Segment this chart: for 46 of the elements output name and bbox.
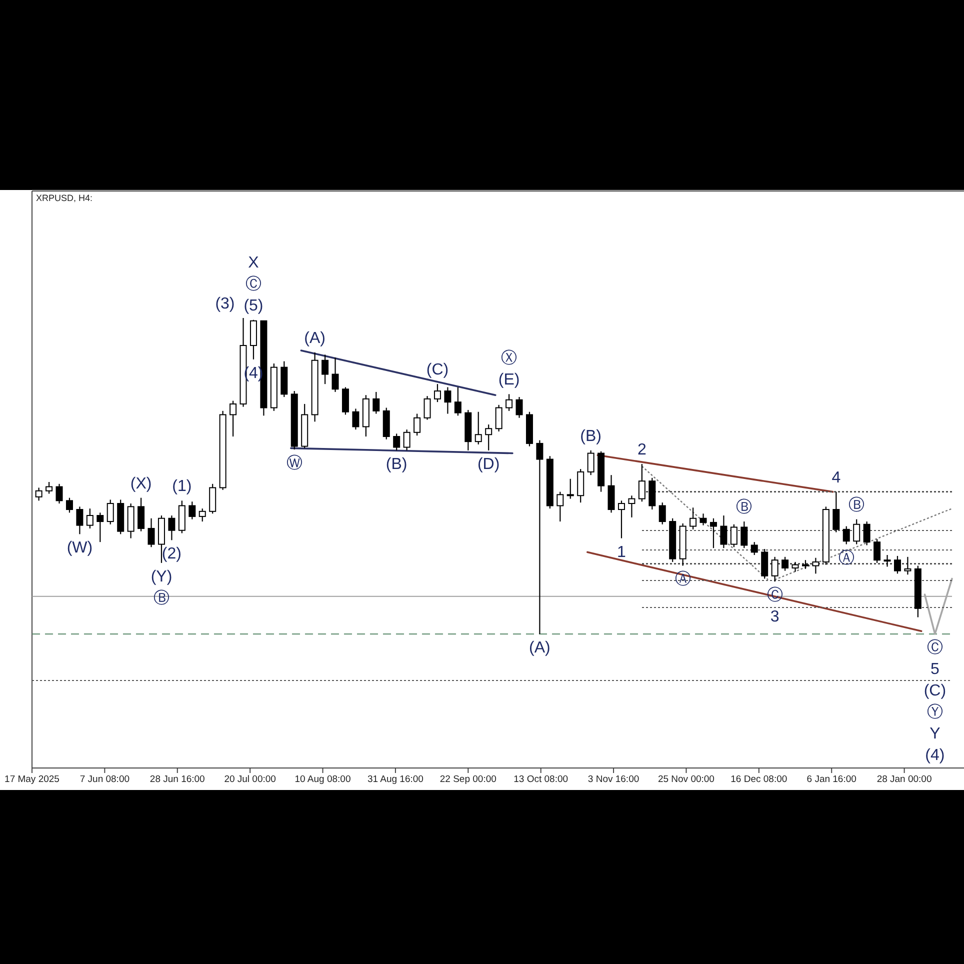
annotation: (C) <box>426 362 449 379</box>
text: Ⓨ <box>926 703 943 721</box>
annotation: (A) <box>304 330 326 347</box>
annotation: (B) <box>580 428 602 445</box>
annotation: 4 <box>832 469 841 486</box>
text: (4) <box>925 747 945 764</box>
x-tick-label: 10 Aug 08:00 <box>294 774 351 785</box>
x-tick-label: 28 Jan 00:00 <box>876 774 932 785</box>
annotation: 1 <box>617 544 626 561</box>
x-tick-label: 13 Oct 08:00 <box>514 774 568 785</box>
x-tick-label: 22 Sep 00:00 <box>440 774 496 785</box>
x-tick-label: 25 Nov 00:00 <box>658 774 714 785</box>
x-tick-label: 16 Dec 08:00 <box>730 774 788 785</box>
annotation: (B) <box>386 456 408 473</box>
annotation: (Y) <box>150 568 172 586</box>
annotation: Ⓑ <box>153 588 170 607</box>
text: Y <box>930 726 941 742</box>
x-tick-label: 28 Jun 16:00 <box>150 774 205 785</box>
annotation: (E) <box>498 372 520 389</box>
annotation: Ⓧ <box>501 349 518 368</box>
annotation: Ⓒ <box>926 638 943 656</box>
annotation: (X) <box>130 475 152 492</box>
x-tick-label: 6 Jan 16:00 <box>806 774 856 785</box>
x-tick-label: 17 May 2025 <box>4 774 60 785</box>
annotation: (A) <box>529 640 550 656</box>
annotation: (2) <box>162 546 182 563</box>
annotation: Ⓦ <box>286 454 302 472</box>
x-tick-label: 7 Jun 08:00 <box>80 774 130 785</box>
x-tick-label: 31 Aug 16:00 <box>367 774 424 785</box>
annotation: Ⓒ <box>245 274 262 293</box>
x-tick-label: 3 Nov 16:00 <box>588 774 640 785</box>
annotation: (5) <box>244 297 264 314</box>
x-tick-label: 20 Jul 00:00 <box>224 774 276 785</box>
text: (C) <box>924 682 946 700</box>
annotation: 3 <box>770 608 780 626</box>
chart-title: XRPUSD, H4: <box>36 193 93 203</box>
annotation: Ⓑ <box>848 496 865 514</box>
annotation: 5 <box>930 661 940 678</box>
annotation: Ⓑ <box>736 498 752 516</box>
annotation: (W) <box>66 540 93 557</box>
annotation: 2 <box>637 441 646 458</box>
annotation: (D) <box>477 456 500 473</box>
text: X <box>248 254 260 272</box>
annotation: (1) <box>172 478 192 496</box>
annotation: (3) <box>215 296 235 312</box>
annotation: Ⓐ <box>838 548 854 567</box>
